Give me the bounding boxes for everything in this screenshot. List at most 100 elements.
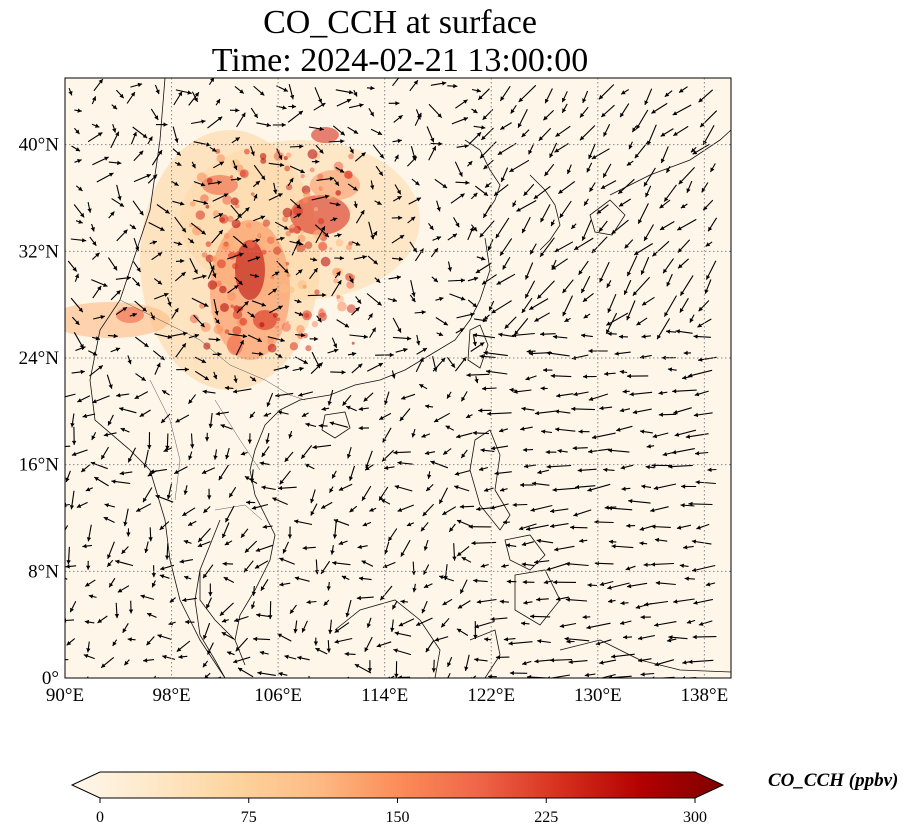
wind-arrow bbox=[329, 486, 334, 493]
wind-arrow bbox=[247, 256, 261, 262]
wind-arrow bbox=[251, 585, 256, 596]
wind-arrow bbox=[666, 273, 673, 287]
wind-arrow bbox=[85, 487, 94, 492]
wind-arrow bbox=[192, 274, 207, 280]
wind-arrow bbox=[249, 273, 260, 278]
wind-arrow bbox=[67, 260, 78, 272]
wind-arrow bbox=[455, 180, 470, 185]
wind-arrow bbox=[123, 659, 130, 666]
wind-arrow bbox=[521, 297, 533, 314]
wind-arrow bbox=[456, 519, 471, 527]
wind-arrow bbox=[545, 449, 557, 455]
wind-arrow bbox=[159, 521, 170, 531]
wind-arrow bbox=[240, 528, 249, 539]
wind-arrow bbox=[637, 634, 656, 641]
wind-arrow bbox=[244, 540, 258, 553]
wind-arrow bbox=[301, 412, 309, 418]
wind-arrow bbox=[693, 412, 713, 418]
wind-arrow bbox=[251, 503, 269, 510]
wind-arrow bbox=[232, 160, 238, 171]
wind-arrow bbox=[599, 261, 610, 283]
wind-arrow bbox=[530, 504, 553, 512]
wind-arrow bbox=[268, 193, 283, 201]
wind-arrow bbox=[176, 640, 191, 653]
co-concentration-cell bbox=[216, 154, 225, 163]
wind-arrow bbox=[370, 128, 383, 136]
wind-arrow bbox=[287, 526, 293, 539]
wind-arrow bbox=[499, 487, 508, 492]
wind-arrow bbox=[107, 414, 114, 426]
wind-arrow bbox=[150, 312, 155, 321]
wind-arrow bbox=[211, 229, 224, 244]
wind-arrow bbox=[500, 167, 509, 183]
wind-arrow bbox=[629, 391, 653, 397]
co-concentration-cell bbox=[313, 229, 323, 240]
wind-arrow bbox=[599, 406, 613, 411]
wind-arrow bbox=[147, 432, 152, 450]
wind-arrow bbox=[331, 470, 337, 479]
wind-arrow bbox=[235, 207, 250, 221]
wind-arrow bbox=[349, 146, 354, 154]
wind-arrow bbox=[546, 351, 570, 357]
wind-arrow bbox=[483, 314, 490, 321]
wind-arrow bbox=[431, 659, 437, 673]
wind-arrow bbox=[361, 485, 372, 501]
wind-arrow bbox=[289, 165, 305, 174]
wind-arrow bbox=[358, 406, 369, 412]
wind-arrow bbox=[522, 579, 535, 585]
wind-arrow bbox=[511, 332, 535, 338]
wind-arrow bbox=[309, 267, 319, 280]
wind-arrow bbox=[552, 487, 577, 492]
co-concentration-cell bbox=[195, 210, 205, 220]
wind-arrow bbox=[410, 279, 416, 297]
wind-arrow bbox=[328, 619, 333, 635]
wind-arrow bbox=[277, 485, 297, 491]
wind-arrow bbox=[651, 524, 671, 529]
wind-arrow bbox=[146, 636, 155, 646]
wind-arrow bbox=[614, 351, 631, 356]
lon-tick-label: 106°E bbox=[254, 685, 302, 706]
co-concentration-cell bbox=[303, 191, 311, 199]
wind-arrow bbox=[288, 430, 293, 439]
wind-arrow bbox=[488, 300, 495, 311]
wind-arrow bbox=[347, 183, 358, 191]
wind-arrow bbox=[465, 414, 473, 419]
wind-arrow bbox=[673, 125, 689, 137]
wind-arrow bbox=[639, 541, 648, 546]
wind-arrow bbox=[189, 258, 198, 275]
wind-arrow bbox=[127, 637, 136, 642]
wind-arrow bbox=[520, 482, 534, 488]
wind-arrow bbox=[645, 465, 655, 470]
wind-arrow bbox=[659, 199, 671, 209]
wind-arrow bbox=[394, 631, 412, 637]
wind-arrow bbox=[367, 255, 379, 265]
wind-arrow bbox=[197, 528, 211, 543]
wind-arrow bbox=[704, 279, 712, 294]
wind-arrow bbox=[411, 428, 416, 438]
wind-arrow bbox=[416, 347, 428, 355]
co-concentration-cell bbox=[309, 167, 315, 173]
wind-arrow bbox=[393, 195, 402, 202]
wind-arrow bbox=[86, 641, 91, 653]
wind-arrow bbox=[247, 334, 263, 343]
wind-arrow bbox=[266, 392, 274, 407]
wind-arrow bbox=[135, 503, 152, 512]
wind-arrow bbox=[65, 658, 69, 661]
wind-arrow bbox=[531, 481, 550, 486]
wind-arrow bbox=[420, 521, 429, 532]
wind-arrow bbox=[353, 89, 358, 97]
wind-arrow bbox=[156, 204, 170, 214]
wind-arrow bbox=[479, 220, 495, 238]
wind-arrow bbox=[172, 200, 185, 206]
wind-arrow bbox=[686, 619, 696, 624]
co-concentration-cell bbox=[270, 275, 275, 280]
wind-arrow bbox=[416, 334, 421, 346]
wind-arrow bbox=[287, 177, 294, 187]
wind-arrow bbox=[550, 373, 572, 379]
wind-arrow bbox=[188, 394, 197, 405]
wind-arrow bbox=[561, 103, 568, 114]
wind-arrow bbox=[485, 369, 508, 375]
wind-arrow bbox=[251, 601, 256, 610]
wind-arrow bbox=[525, 524, 549, 531]
co-concentration-cell bbox=[265, 329, 274, 338]
